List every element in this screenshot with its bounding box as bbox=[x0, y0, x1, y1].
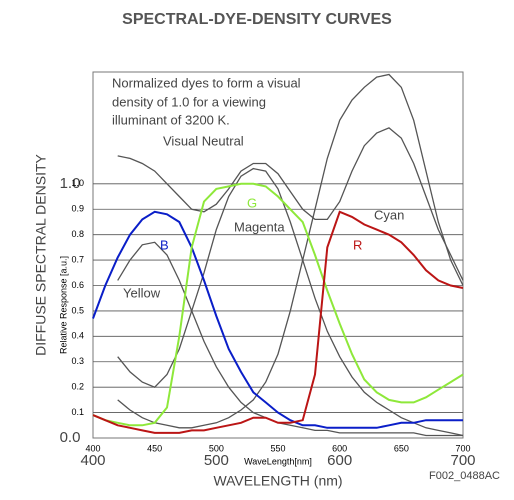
x-tick-label: 700 bbox=[455, 443, 470, 453]
y-tick-label: 0.8 bbox=[71, 229, 84, 239]
series-label: B bbox=[160, 237, 169, 252]
y-tick-label: 0.1 bbox=[71, 407, 84, 417]
x-tick-label: 600 bbox=[332, 443, 347, 453]
x-axis-title: WaveLength[nm] bbox=[244, 456, 312, 466]
series-line bbox=[92, 210, 464, 434]
y-tick-label: 0.3 bbox=[71, 356, 84, 366]
x-tick-label: 500 bbox=[209, 443, 224, 453]
chart-title: SPECTRAL-DYE-DENSITY CURVES bbox=[122, 11, 392, 28]
footnote: F002_0488AC bbox=[429, 470, 500, 482]
x-tick-label: 400 bbox=[85, 443, 100, 453]
y-tick-label: 0.2 bbox=[71, 382, 84, 392]
plot-frame bbox=[92, 71, 464, 439]
annotation: illuminant of 3200 K. bbox=[112, 112, 230, 127]
series-line bbox=[117, 127, 464, 281]
series-label: Visual Neutral bbox=[163, 133, 244, 148]
y-tick-label: 0.5 bbox=[71, 305, 84, 315]
y-tick-label: 0.0 bbox=[60, 429, 81, 446]
x-tick-label: 500 bbox=[204, 452, 229, 469]
x-tick-label: 450 bbox=[147, 443, 162, 453]
series-line bbox=[92, 210, 463, 429]
series-label: R bbox=[353, 237, 362, 252]
series-label: Cyan bbox=[374, 207, 404, 222]
x-tick-label: 700 bbox=[450, 452, 475, 469]
series-label: G bbox=[247, 195, 257, 210]
series-line bbox=[92, 182, 464, 427]
x-tick-label: 550 bbox=[270, 443, 285, 453]
y-axis-title: DIFFUSE SPECTRAL DENSITY bbox=[33, 153, 49, 355]
x-tick-label: 600 bbox=[327, 452, 352, 469]
series-line bbox=[117, 241, 463, 437]
y-axis-title: Relative Response [a.u.] bbox=[58, 256, 68, 354]
y-tick-label: 1.0 bbox=[71, 178, 84, 188]
y-tick-label: 0.4 bbox=[71, 331, 84, 341]
y-tick-label: 0.7 bbox=[71, 254, 84, 264]
x-tick-label: 650 bbox=[394, 443, 409, 453]
annotation: density of 1.0 for a viewing bbox=[112, 94, 266, 109]
series-label: Magenta bbox=[234, 219, 285, 234]
x-axis-title: WAVELENGTH (nm) bbox=[213, 473, 342, 489]
x-tick-label: 400 bbox=[80, 452, 105, 469]
annotation: Normalized dyes to form a visual bbox=[112, 75, 301, 90]
y-tick-label: 1.0 bbox=[60, 175, 81, 192]
y-tick-label: 0.9 bbox=[71, 204, 84, 214]
series-label: Yellow bbox=[123, 285, 161, 300]
y-tick-label: 0.6 bbox=[71, 280, 84, 290]
